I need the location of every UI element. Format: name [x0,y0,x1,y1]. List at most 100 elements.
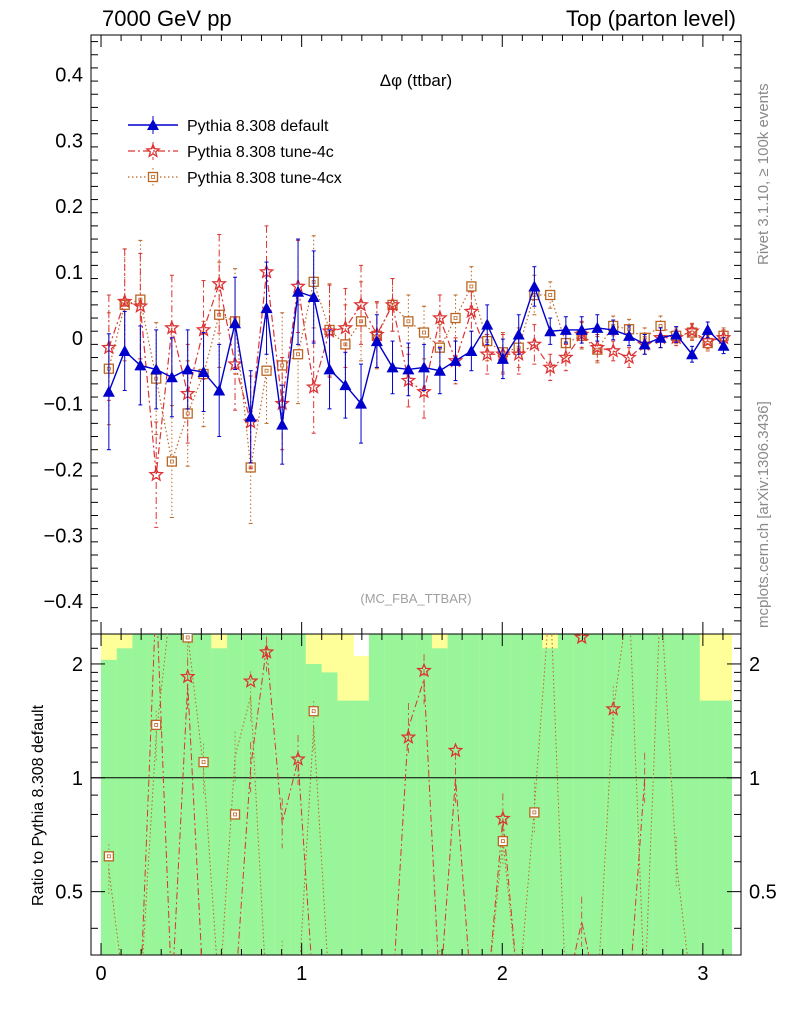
square-outline [450,312,461,324]
square-inner [343,342,348,347]
square-outline [529,807,540,818]
legend-label: Pythia 8.308 tune-4c [187,144,334,161]
square-marker [166,456,177,467]
star-marker [242,673,259,688]
green-band [400,634,417,955]
square-outline [103,851,115,862]
square-outline [182,634,193,643]
square-marker [147,171,159,183]
triangle-marker [229,317,242,329]
square-outline [229,809,241,820]
square-outline [261,365,272,376]
series-star [100,225,732,528]
triangle-marker [496,352,509,364]
triangle-marker [323,363,336,375]
triangle-marker [402,363,415,375]
green-band [242,634,260,955]
triangle-marker [355,397,368,409]
y-tick-label: 0.1 [55,262,83,284]
square-outline [466,281,477,292]
y-tick-label: −0.1 [44,394,83,416]
square-inner [453,316,458,320]
x-tick-label: 0 [95,963,106,985]
green-band [668,634,685,955]
square-marker [545,289,556,301]
green-band [290,634,307,955]
square-marker [418,327,430,338]
green-band [305,663,323,955]
green-band [416,634,433,955]
green-band [368,634,386,955]
green-band [431,648,449,955]
y-tick-label: 0.3 [55,130,83,152]
green-band [573,634,591,955]
star-marker [447,742,464,758]
star-marker [605,700,622,716]
green-band [715,700,732,955]
triangle-marker [386,361,399,373]
square-outline [166,456,177,467]
header-level-label: Top (parton level) [566,6,736,31]
square-outline [198,756,209,768]
green-band [274,634,291,955]
triangle-marker [559,323,572,335]
triangle-marker [150,363,163,375]
triangle-marker [544,325,557,337]
y-tick-label: 0.2 [55,196,83,218]
ratio-y-tick-label-right: 0.5 [749,882,777,904]
green-band [321,672,338,955]
ratio-y-tick-label-right: 2 [749,654,760,676]
green-band [589,634,606,955]
star-marker [116,293,133,309]
ratio-y-tick-label: 2 [72,654,83,676]
triangle-marker [481,318,494,330]
square-outline [308,706,319,717]
star-marker [510,345,527,361]
star-marker [573,634,590,645]
green-band [337,700,354,955]
triangle-marker [292,285,305,297]
ratio-line [141,634,646,955]
square-marker [182,634,193,643]
triangle-marker [528,280,541,292]
series-open-square [103,235,729,524]
square-inner [106,854,111,859]
plot-title: Δφ (ttbar) [380,71,452,90]
star-marker [400,729,417,744]
square-inner [548,293,553,297]
ratio-y-tick-label: 1 [72,768,83,790]
star-marker [684,322,700,338]
series-line [108,271,724,475]
square-inner [406,319,411,324]
star-marker [337,319,354,335]
square-inner [151,175,155,179]
square-marker [261,365,272,376]
star-marker [211,275,228,291]
star-marker [353,296,369,312]
star-marker [416,662,432,678]
analysis-watermark: (MC_FBA_TTBAR) [360,591,471,606]
star-marker [163,319,180,335]
triangle-marker [181,363,194,375]
green-band [605,634,622,955]
green-band [463,634,480,955]
star-marker [479,345,496,361]
square-inner [311,709,316,714]
ratio-line [108,634,688,955]
green-band [384,634,401,955]
square-marker [529,807,540,818]
triangle-marker [591,321,604,333]
star-marker [416,383,432,399]
ratio-series [103,634,688,955]
square-inner [296,352,300,357]
square-marker [450,312,461,324]
square-outline [151,719,162,731]
green-band [179,634,197,955]
triangle-marker [433,364,446,376]
star-marker [431,309,448,325]
square-inner [469,284,474,289]
square-marker [151,719,162,731]
x-tick-label: 1 [296,963,307,985]
legend: Pythia 8.308 default Pythia 8.308 tune-4c… [128,116,342,187]
square-inner [154,722,159,727]
